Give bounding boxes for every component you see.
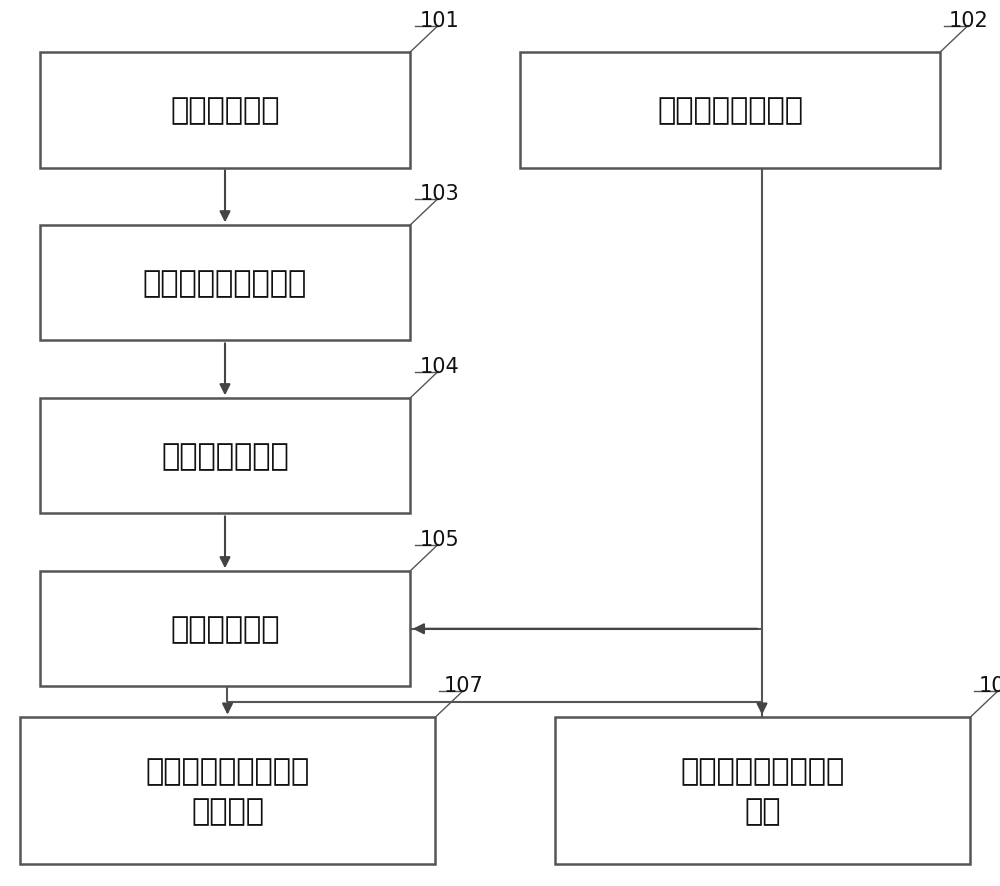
- Bar: [40, 571, 410, 687]
- Text: 105: 105: [420, 529, 460, 549]
- Text: 107: 107: [444, 675, 484, 696]
- Bar: [40, 226, 410, 341]
- Text: 得到局部血流量: 得到局部血流量: [161, 442, 289, 470]
- Text: 继续连续测量脉搏波
数据信号: 继续连续测量脉搏波 数据信号: [145, 756, 310, 826]
- Bar: [555, 718, 970, 864]
- Text: 106: 106: [979, 675, 1000, 696]
- Text: 101: 101: [420, 11, 460, 31]
- Bar: [40, 53, 410, 168]
- Text: 得到脉搏波数据信号: 得到脉搏波数据信号: [143, 269, 307, 298]
- Text: 建立生理模型: 建立生理模型: [170, 615, 280, 643]
- Bar: [520, 53, 940, 168]
- Text: 发接光电信号: 发接光电信号: [170, 97, 280, 125]
- Bar: [40, 399, 410, 514]
- Text: 103: 103: [420, 183, 460, 204]
- Text: 撤出与的血管相接的
导管: 撤出与的血管相接的 导管: [680, 756, 845, 826]
- Text: 测量标准心输出量: 测量标准心输出量: [657, 97, 803, 125]
- Text: 104: 104: [420, 356, 460, 377]
- Bar: [20, 718, 435, 864]
- Text: 102: 102: [949, 11, 989, 31]
